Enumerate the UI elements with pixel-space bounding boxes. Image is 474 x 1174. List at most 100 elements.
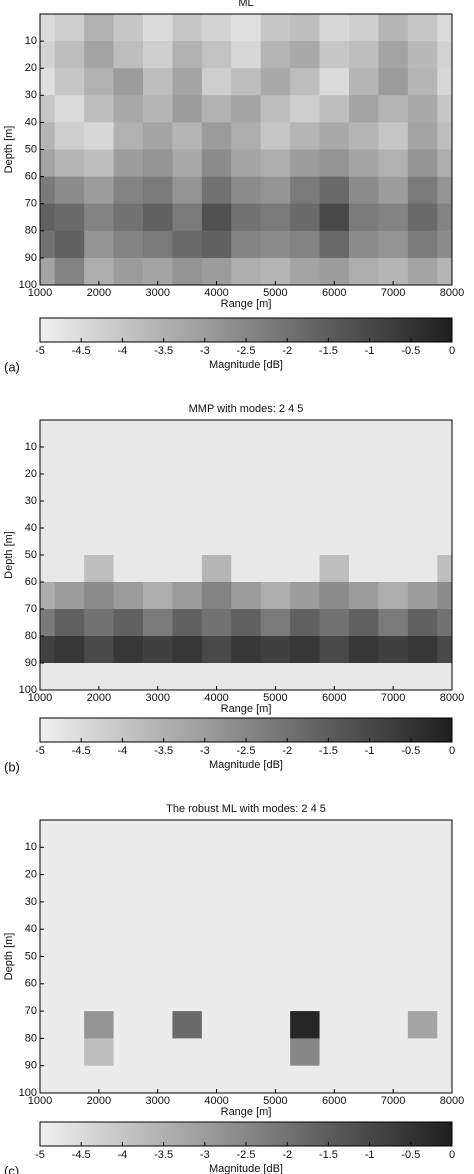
heatmap-cell — [319, 847, 350, 876]
heatmap-cell — [54, 663, 85, 690]
heatmap-cell — [260, 983, 291, 1012]
heatmap-cell — [290, 230, 321, 259]
heatmap-cell — [40, 983, 56, 1012]
heatmap-cell — [40, 956, 56, 985]
heatmap-cell — [407, 1011, 438, 1039]
heatmap-cell — [113, 501, 144, 529]
heatmap-cell — [113, 14, 144, 42]
x-tick-label: 8000 — [440, 1095, 464, 1107]
y-tick-label: 90 — [25, 1060, 37, 1072]
heatmap-cell — [290, 956, 321, 985]
heatmap-cell — [260, 929, 291, 957]
heatmap-cell — [54, 447, 85, 475]
heatmap-cell — [407, 41, 438, 69]
heatmap-cell — [172, 582, 203, 610]
heatmap-cell — [201, 983, 232, 1012]
heatmap-cell — [84, 636, 115, 664]
heatmap-cell — [172, 95, 203, 123]
heatmap-cell — [407, 609, 438, 637]
heatmap-cell — [290, 474, 321, 502]
heatmap-cell — [319, 956, 350, 985]
heatmap-cell — [231, 176, 262, 205]
heatmap-cell — [143, 609, 173, 637]
heatmap-cell — [84, 874, 115, 903]
heatmap-cell — [54, 874, 85, 903]
heatmap-cell — [378, 820, 409, 848]
heatmap-cell — [40, 929, 56, 957]
heatmap-cell — [40, 636, 56, 664]
heatmap-cell — [407, 1038, 438, 1067]
heatmap-cell — [260, 582, 291, 610]
heatmap-cell — [40, 447, 56, 475]
heatmap-cell — [290, 555, 321, 583]
heatmap-cell — [231, 1065, 262, 1093]
heatmap-cell — [319, 820, 350, 848]
heatmap-cell — [437, 528, 452, 556]
heatmap-cell — [319, 582, 350, 610]
heatmap-cell — [260, 95, 291, 123]
heatmap-cell — [84, 847, 115, 876]
heatmap-cell — [290, 149, 321, 178]
heatmap-cell — [290, 820, 321, 848]
y-tick-label: 40 — [25, 522, 37, 534]
heatmap-cell — [437, 1011, 452, 1039]
colorbar-tick-label: 0 — [449, 1149, 455, 1161]
heatmap-cell — [437, 501, 452, 529]
colorbar-tick-label: -2.5 — [237, 1149, 256, 1161]
heatmap-cell — [84, 1038, 115, 1067]
colorbar-tick-label: -4.5 — [72, 1149, 91, 1161]
heatmap-cell — [54, 176, 85, 205]
heatmap-cell — [407, 149, 438, 178]
heatmap-cell — [201, 474, 232, 502]
heatmap-cell — [319, 14, 350, 42]
colorbar-tick-label: -1.5 — [319, 1149, 338, 1161]
heatmap-cell — [437, 95, 452, 123]
y-tick-label: 30 — [25, 495, 37, 507]
heatmap-cell — [349, 663, 379, 690]
heatmap-cell — [349, 1011, 379, 1039]
heatmap-cell — [172, 1011, 203, 1039]
y-tick-label: 60 — [25, 171, 37, 183]
heatmap-cell — [201, 663, 232, 690]
heatmap-cell — [40, 474, 56, 502]
heatmap-cell — [113, 1038, 144, 1067]
heatmap-cell — [260, 528, 291, 556]
heatmap-cell — [378, 14, 409, 42]
heatmap-cell — [54, 983, 85, 1012]
heatmap-cell — [84, 447, 115, 475]
heatmap-cell — [84, 149, 115, 178]
colorbar-tick-label: -4 — [118, 345, 128, 357]
heatmap-cell — [113, 68, 144, 96]
heatmap-cell — [407, 1065, 438, 1093]
heatmap-cell — [260, 474, 291, 502]
heatmap-cell — [407, 230, 438, 259]
heatmap-cell — [40, 582, 56, 610]
colorbar-tick-label: -1 — [365, 345, 375, 357]
heatmap-cells — [40, 820, 452, 1093]
heatmap-cell — [349, 636, 379, 664]
heatmap-cell — [378, 1011, 409, 1039]
heatmap-cell — [437, 149, 452, 178]
heatmap-cell — [319, 501, 350, 529]
heatmap-cell — [407, 663, 438, 690]
heatmap-cell — [84, 230, 115, 259]
heatmap-cell — [407, 447, 438, 475]
heatmap-cell — [319, 420, 350, 448]
heatmap-cell — [260, 149, 291, 178]
heatmap-cell — [319, 474, 350, 502]
heatmap-cell — [172, 820, 203, 848]
colorbar-tick-label: -5 — [35, 1149, 45, 1161]
heatmap-cell — [319, 929, 350, 957]
heatmap-cell — [437, 609, 452, 637]
x-tick-label: 7000 — [381, 287, 405, 299]
heatmap-cell — [378, 1065, 409, 1093]
heatmap-cell — [54, 68, 85, 96]
colorbar-tick-label: -5 — [35, 345, 45, 357]
heatmap-cell — [143, 1038, 173, 1067]
heatmap-cell — [349, 95, 379, 123]
y-tick-label: 70 — [25, 1005, 37, 1017]
heatmap-cell — [201, 176, 232, 205]
heatmap-cell — [40, 41, 56, 69]
heatmap-cell — [378, 230, 409, 259]
